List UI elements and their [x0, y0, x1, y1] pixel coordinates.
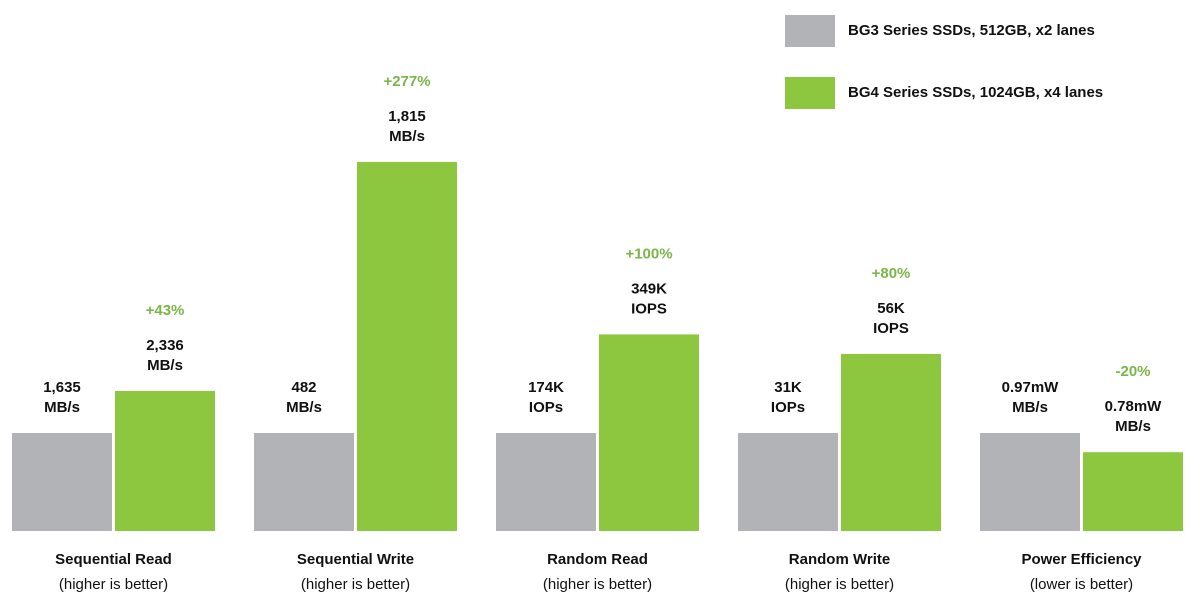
- change-label: +80%: [872, 265, 911, 282]
- value-label: 56K: [877, 300, 905, 317]
- legend-swatch: [785, 15, 835, 47]
- legend-label: BG3 Series SSDs, 512GB, x2 lanes: [848, 22, 1095, 39]
- value-label: 31K: [774, 379, 802, 396]
- legend-label: BG4 Series SSDs, 1024GB, x4 lanes: [848, 84, 1103, 101]
- change-label: +43%: [146, 302, 185, 319]
- category-label: Sequential Read: [55, 551, 172, 568]
- value-label: 482: [291, 379, 316, 396]
- bar: [254, 433, 354, 531]
- bar: [738, 433, 838, 531]
- value-label: IOPs: [771, 399, 805, 416]
- value-label: 2,336: [146, 337, 184, 354]
- change-label: +277%: [383, 73, 430, 90]
- bar: [599, 334, 699, 531]
- category-label: Sequential Write: [297, 551, 414, 568]
- category-note: (higher is better): [543, 576, 652, 593]
- bar: [1083, 452, 1183, 531]
- value-label: 0.97mW: [1002, 379, 1060, 396]
- category-note: (higher is better): [301, 576, 410, 593]
- value-label: MB/s: [286, 399, 322, 416]
- value-label: MB/s: [1012, 399, 1048, 416]
- value-label: 1,635: [43, 379, 81, 396]
- value-label: 174K: [528, 379, 564, 396]
- bar: [115, 390, 215, 531]
- bar: [496, 433, 596, 531]
- change-label: +100%: [625, 245, 672, 262]
- value-label: IOPS: [873, 320, 909, 337]
- bar: [980, 433, 1080, 531]
- value-label: IOPS: [631, 300, 667, 317]
- value-label: MB/s: [389, 128, 425, 145]
- value-label: IOPs: [529, 399, 563, 416]
- value-label: 349K: [631, 280, 667, 297]
- value-label: MB/s: [147, 357, 183, 374]
- bar: [841, 353, 941, 531]
- category-note: (lower is better): [1030, 576, 1133, 593]
- category-label: Random Read: [547, 551, 648, 568]
- category-label: Power Efficiency: [1021, 551, 1142, 568]
- bar: [12, 433, 112, 531]
- value-label: 0.78mW: [1105, 398, 1163, 415]
- legend-swatch: [785, 77, 835, 109]
- value-label: 1,815: [388, 108, 426, 125]
- category-note: (higher is better): [785, 576, 894, 593]
- category-note: (higher is better): [59, 576, 168, 593]
- change-label: -20%: [1115, 363, 1150, 380]
- value-label: MB/s: [44, 399, 80, 416]
- category-label: Random Write: [789, 551, 890, 568]
- value-label: MB/s: [1115, 418, 1151, 435]
- bar: [357, 161, 457, 531]
